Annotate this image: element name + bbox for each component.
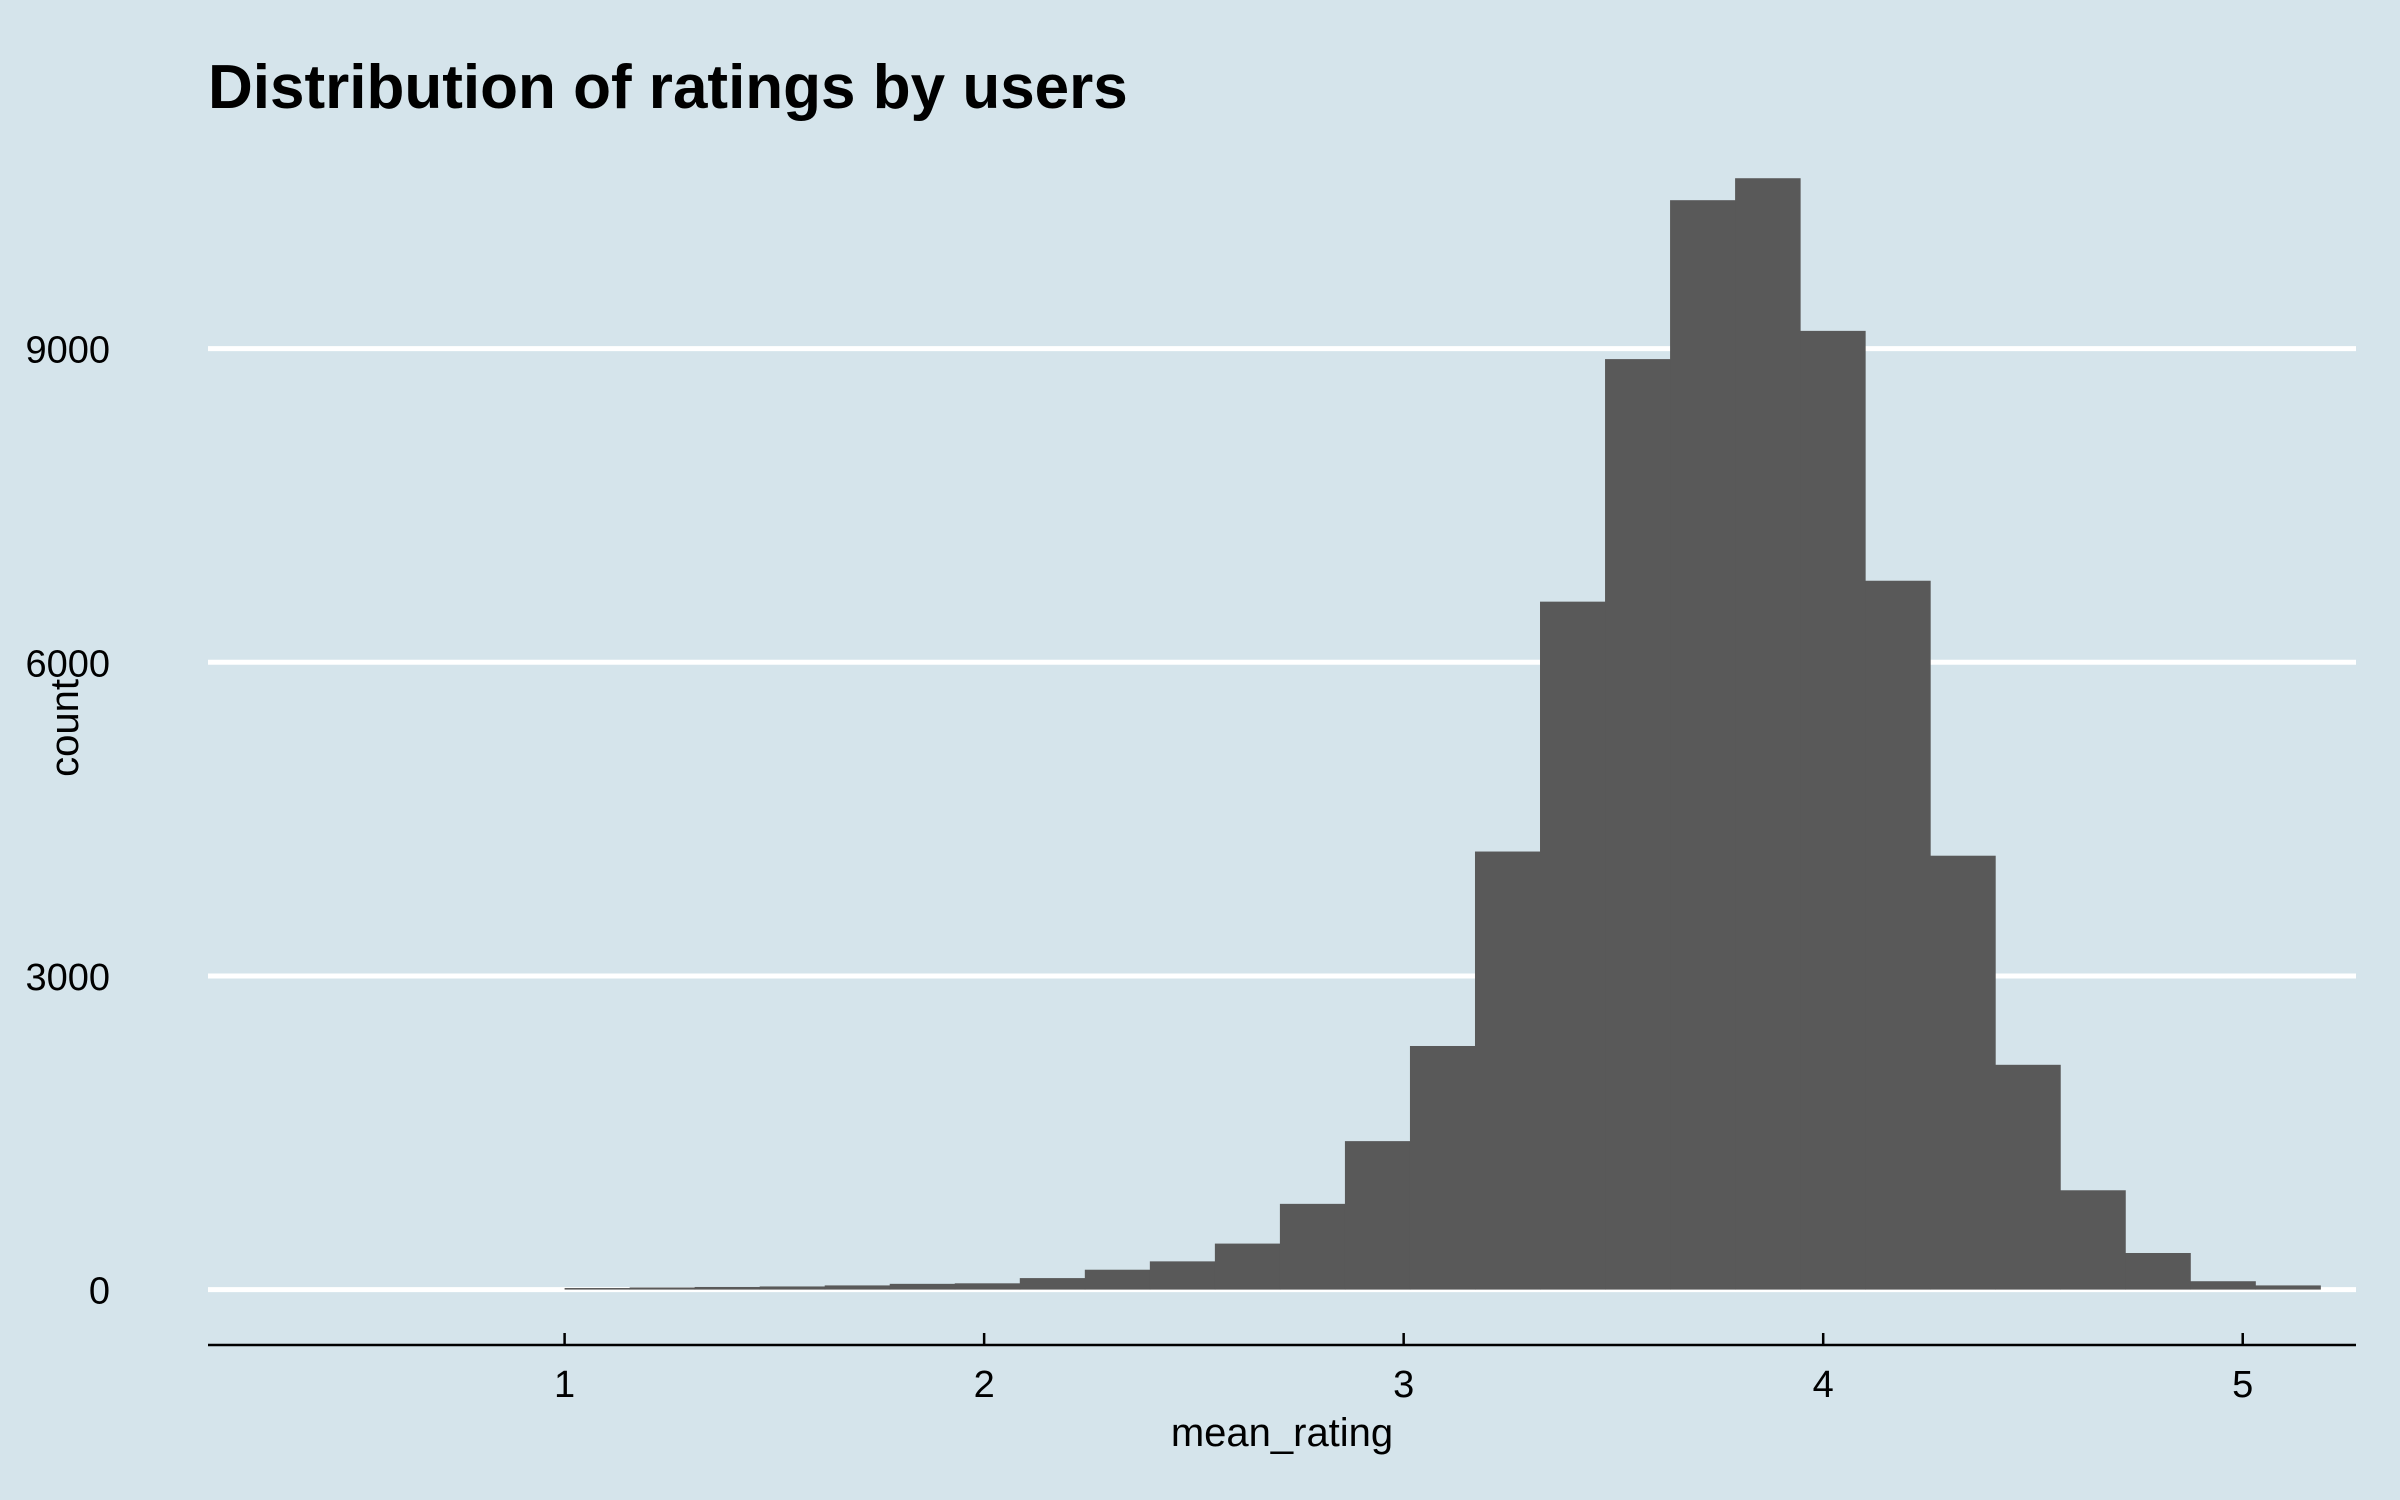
- histogram-bar: [1279, 1203, 1346, 1290]
- x-axis-ticks: 1 2 3 4 5: [554, 1333, 2253, 1406]
- x-tick-label: 4: [1813, 1364, 1834, 1406]
- histogram-bar: [1019, 1278, 1086, 1290]
- chart-title: Distribution of ratings by users: [208, 53, 1128, 122]
- y-tick-label: 6000: [25, 643, 110, 685]
- histogram-bar: [2060, 1190, 2126, 1290]
- histogram-bar: [1344, 1141, 1411, 1290]
- histogram-bar: [1995, 1064, 2061, 1290]
- x-tick-label: 5: [2232, 1364, 2253, 1406]
- histogram-bar: [629, 1287, 696, 1290]
- histogram-bar: [1214, 1243, 1281, 1290]
- y-tick-label: 3000: [25, 957, 110, 999]
- histogram-bar: [2255, 1285, 2321, 1290]
- histogram-bar: [954, 1283, 1021, 1290]
- histogram-bar: [1865, 580, 1931, 1290]
- histogram-bar: [1930, 855, 1996, 1290]
- histogram-bar: [564, 1288, 631, 1290]
- histogram-bar: [1084, 1269, 1151, 1290]
- histogram-bar: [694, 1286, 761, 1290]
- histogram-bar: [2125, 1252, 2191, 1290]
- y-axis-label: count: [43, 679, 87, 777]
- histogram-bar: [1474, 851, 1541, 1290]
- y-axis-ticks: 0 3000 6000 9000: [25, 330, 110, 1313]
- histogram-bar: [2190, 1281, 2256, 1290]
- histogram-bar: [1149, 1261, 1216, 1290]
- histogram-bar: [1540, 601, 1606, 1290]
- x-tick-label: 3: [1393, 1364, 1414, 1406]
- x-tick-label: 2: [974, 1364, 995, 1406]
- histogram-bars: [564, 178, 2321, 1290]
- histogram-bar: [1800, 330, 1866, 1290]
- histogram-bar: [1409, 1045, 1476, 1290]
- histogram-bar: [1605, 359, 1671, 1290]
- x-axis-label: mean_rating: [1171, 1411, 1393, 1455]
- histogram-bar: [1735, 178, 1801, 1290]
- y-tick-label: 9000: [25, 330, 110, 372]
- histogram-bar: [889, 1283, 956, 1290]
- x-tick-label: 1: [554, 1364, 575, 1406]
- y-tick-label: 0: [89, 1271, 110, 1313]
- histogram-bar: [759, 1286, 826, 1290]
- histogram-bar: [1670, 200, 1736, 1290]
- histogram-bar: [824, 1285, 891, 1290]
